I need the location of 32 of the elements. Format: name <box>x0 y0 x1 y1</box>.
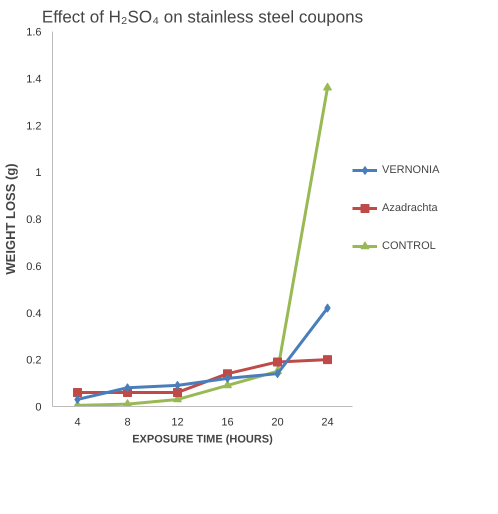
y-tick-label: 1.6 <box>26 26 42 38</box>
y-tick-label: 0.2 <box>26 354 42 367</box>
y-tick-label: 1.4 <box>26 73 42 86</box>
y-tick-label: 0.8 <box>26 214 42 226</box>
point <box>323 355 332 364</box>
x-tick-label: 24 <box>321 416 334 428</box>
point <box>124 383 131 392</box>
y-tick-label: 0 <box>35 402 42 414</box>
y-tick-label: 1 <box>35 167 42 180</box>
y-tick-label: 1.2 <box>26 120 42 132</box>
y-axis-title: WEIGHT LOSS (g) <box>3 163 18 275</box>
x-tick-label: 4 <box>74 416 81 428</box>
point <box>224 374 231 383</box>
legend-label: VERNONIA <box>382 164 440 176</box>
legend-label: CONTROL <box>382 240 437 252</box>
point <box>323 82 332 91</box>
point <box>173 388 182 397</box>
x-tick-label: 8 <box>124 416 131 428</box>
point <box>324 304 331 313</box>
x-tick-label: 12 <box>171 416 184 428</box>
point <box>73 388 82 397</box>
y-tick-label: 0.6 <box>26 260 42 273</box>
point <box>174 380 181 390</box>
x-tick-label: 16 <box>221 416 234 428</box>
point <box>273 357 282 366</box>
x-axis-title: EXPOSURE TIME (HOURS) <box>132 434 274 446</box>
y-tick-label: 0.4 <box>26 308 42 320</box>
point <box>274 369 281 378</box>
x-tick-label: 20 <box>271 416 284 428</box>
chart-title: Effect of H₂SO₄ on stainless steel coupons <box>42 8 364 26</box>
legend-label: Azadrachta <box>382 202 438 214</box>
point <box>74 394 81 404</box>
